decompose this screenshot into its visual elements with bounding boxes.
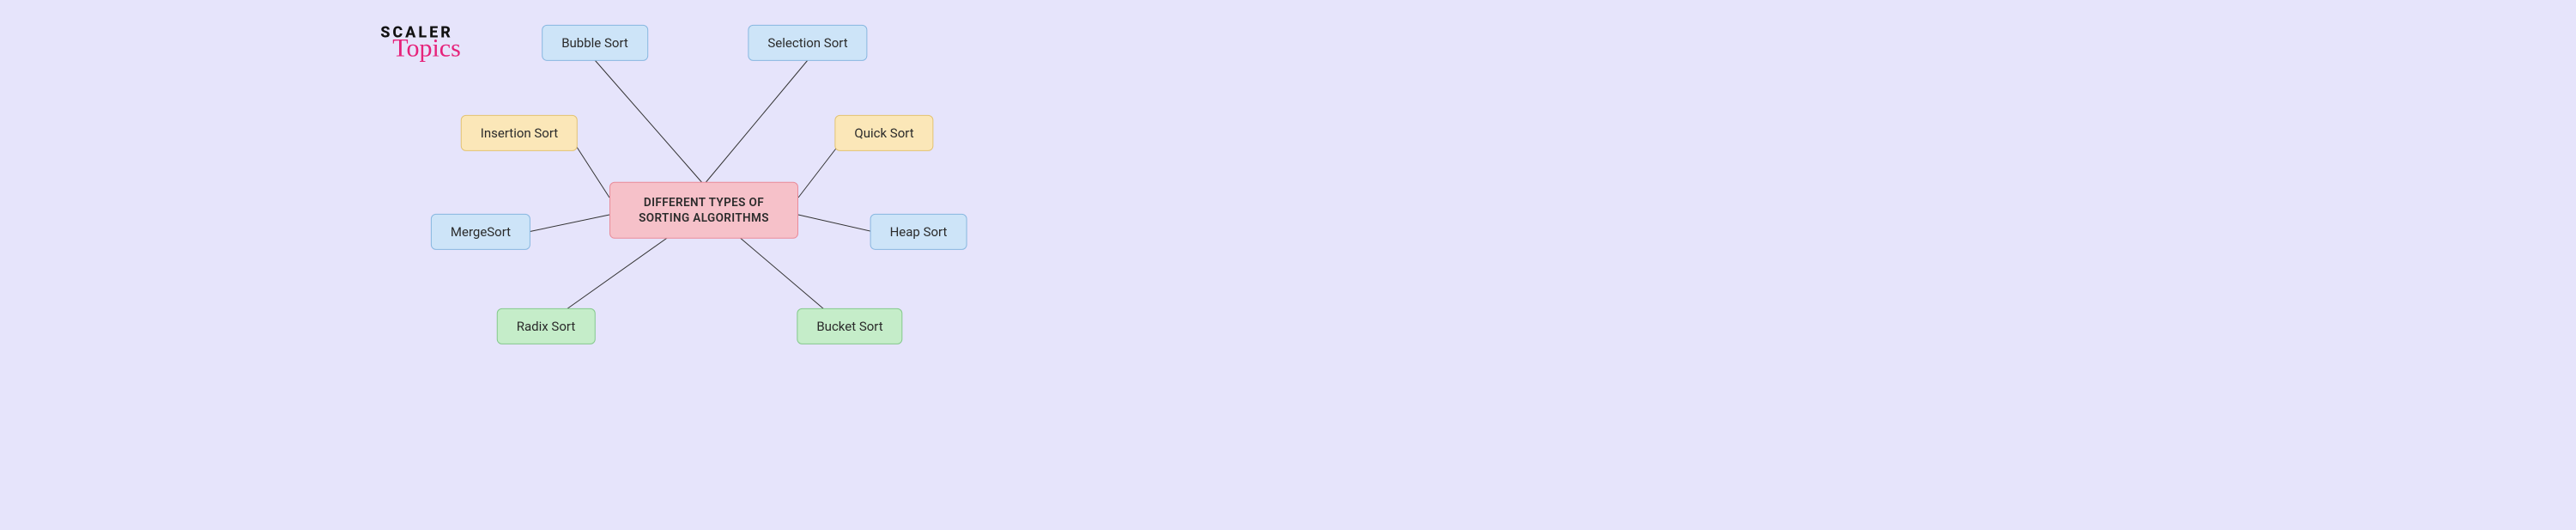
center-node: DIFFERENT TYPES OF SORTING ALGORITHMS [609, 182, 798, 239]
edge-quick [798, 142, 841, 198]
edge-merge [528, 215, 609, 232]
node-insertion: Insertion Sort [461, 115, 578, 151]
node-radix: Radix Sort [497, 308, 596, 344]
node-label: Radix Sort [517, 319, 576, 334]
node-label: Selection Sort [767, 35, 847, 51]
edge-selection [704, 60, 808, 185]
node-bucket: Bucket Sort [797, 308, 902, 344]
node-heap: Heap Sort [870, 214, 967, 250]
edge-bubble [595, 60, 704, 185]
edge-heap [798, 215, 874, 232]
center-line-2: SORTING ALGORITHMS [629, 210, 779, 226]
edge-bucket [738, 236, 824, 309]
node-quick: Quick Sort [834, 115, 933, 151]
node-label: Bucket Sort [816, 319, 882, 334]
node-label: Heap Sort [890, 224, 948, 240]
scaler-topics-logo: SCALER Topics [380, 26, 461, 59]
center-line-1: DIFFERENT TYPES OF [629, 195, 779, 210]
node-label: Quick Sort [854, 125, 913, 141]
connector-lines [0, 0, 2576, 530]
edge-radix [567, 236, 670, 309]
logo-bottom-text: Topics [392, 37, 461, 60]
node-bubble: Bubble Sort [542, 25, 648, 61]
node-label: MergeSort [451, 224, 511, 240]
node-label: Insertion Sort [481, 125, 558, 141]
edge-insertion [573, 142, 609, 198]
node-label: Bubble Sort [561, 35, 628, 51]
diagram-canvas: SCALER Topics DIFFERENT TYPES OF SORTING… [0, 0, 2576, 530]
node-merge: MergeSort [431, 214, 530, 250]
node-selection: Selection Sort [748, 25, 867, 61]
